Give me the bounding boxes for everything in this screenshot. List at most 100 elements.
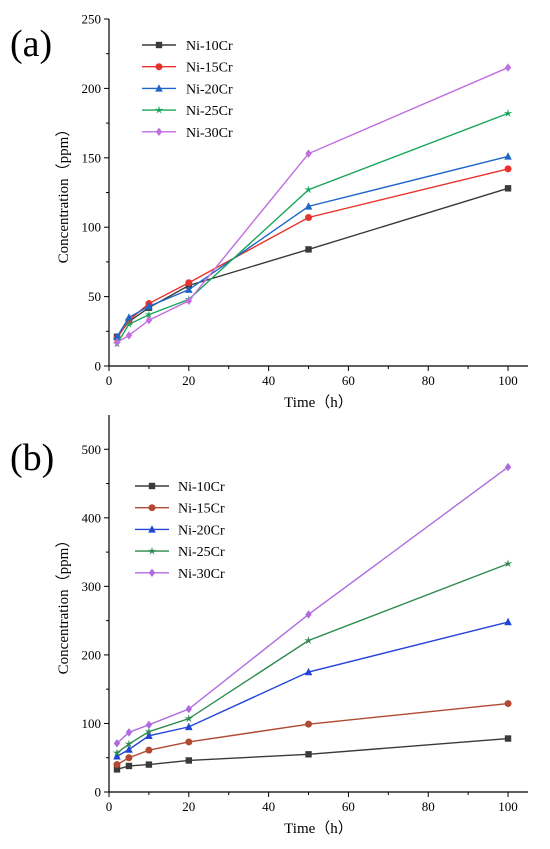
panel-b: (b) 0 20 40 60 80 100 0 100 200 300 400 500 Time（h） Co… — [10, 415, 528, 837]
y-tick-label: 100 — [82, 220, 102, 235]
data-point — [185, 757, 193, 764]
data-point — [113, 766, 121, 773]
data-point — [125, 754, 133, 762]
data-point — [305, 213, 313, 221]
y-tick-label: 0 — [95, 359, 102, 374]
data-point — [503, 108, 513, 117]
data-point — [504, 63, 512, 72]
data-point — [184, 714, 193, 723]
data-point — [113, 761, 121, 769]
y-tick-label: 500 — [82, 442, 102, 457]
x-tick-label: 80 — [422, 799, 435, 814]
panel-label: (a) — [10, 23, 52, 65]
legend-label: Ni-25Cr — [178, 545, 225, 560]
data-point — [125, 745, 133, 753]
series-line — [116, 563, 509, 754]
legend-label: Ni-20Cr — [186, 82, 233, 97]
series-line — [116, 168, 509, 339]
series-line — [116, 112, 509, 345]
legend-marker — [155, 84, 163, 92]
legend-marker — [155, 63, 163, 71]
series-line — [116, 702, 509, 766]
data-point — [185, 296, 193, 305]
data-point — [145, 315, 153, 325]
data-point — [304, 636, 313, 645]
data-point — [504, 700, 512, 708]
data-point — [113, 739, 121, 748]
legend-marker — [155, 127, 163, 136]
data-point — [145, 746, 153, 754]
legend-label: Ni-10Cr — [178, 480, 225, 495]
series-line — [116, 466, 509, 744]
legend-label: Ni-15Cr — [178, 502, 225, 517]
x-tick-label: 40 — [262, 373, 275, 388]
y-axis-title: Concentration（ppm） — [55, 122, 72, 264]
legend-label: Ni-25Cr — [186, 104, 233, 119]
y-tick-label: 150 — [82, 150, 102, 165]
legend-marker — [148, 525, 156, 533]
x-tick-label: 80 — [422, 373, 435, 388]
x-tick-label: 20 — [182, 373, 195, 388]
series-line — [116, 187, 509, 338]
legend-label: Ni-30Cr — [186, 126, 233, 141]
data-point — [185, 279, 193, 287]
data-point — [145, 302, 153, 310]
data-point — [304, 202, 313, 210]
y-tick-label: 0 — [95, 785, 102, 800]
data-point — [504, 185, 512, 192]
x-tick-label: 100 — [498, 799, 518, 814]
y-tick-label: 400 — [82, 510, 102, 525]
legend-marker — [148, 482, 156, 490]
legend-marker — [148, 568, 156, 577]
data-point — [503, 559, 513, 568]
data-point — [112, 748, 122, 757]
x-tick-label: 0 — [106, 799, 113, 814]
data-point — [504, 617, 512, 626]
data-point — [504, 462, 512, 472]
legend-label: Ni-20Cr — [178, 523, 225, 538]
series-line — [116, 737, 509, 771]
x-axis-title: Time（h） — [284, 820, 353, 837]
data-point — [305, 246, 312, 253]
x-tick-label: 60 — [342, 373, 355, 388]
data-point — [305, 720, 313, 728]
data-point — [125, 331, 133, 340]
data-point — [185, 722, 193, 731]
y-tick-label: 200 — [82, 647, 102, 662]
data-point — [305, 751, 312, 758]
data-point — [185, 738, 193, 746]
data-point — [504, 735, 512, 742]
legend-marker — [147, 546, 157, 555]
data-point — [125, 762, 133, 770]
data-point — [305, 149, 312, 158]
data-point — [504, 165, 512, 173]
data-point — [124, 319, 134, 328]
data-point — [185, 704, 193, 714]
data-point — [113, 338, 121, 347]
panel-label: (b) — [10, 437, 54, 479]
data-point — [145, 761, 153, 768]
x-tick-label: 20 — [182, 799, 195, 814]
x-axis-title: Time（h） — [284, 394, 353, 411]
data-point — [504, 152, 512, 160]
data-point — [144, 727, 154, 736]
data-point — [145, 731, 153, 739]
data-point — [145, 720, 153, 730]
legend-label: Ni-30Cr — [178, 567, 225, 582]
y-tick-label: 100 — [82, 716, 102, 731]
y-axis-title: Concentration（ppm） — [55, 533, 72, 675]
series-line — [116, 621, 509, 757]
legend-marker — [154, 105, 164, 114]
legend-marker — [155, 41, 163, 49]
data-point — [304, 667, 313, 676]
data-point — [125, 313, 133, 321]
legend-marker — [148, 504, 156, 512]
x-tick-label: 60 — [342, 799, 355, 814]
series-line — [116, 155, 509, 338]
y-tick-label: 200 — [82, 81, 102, 96]
data-point — [124, 739, 134, 748]
data-point — [113, 332, 121, 341]
panel-a: (a) 0 20 40 60 80 100 0 50 100 150 200 250 Time（h） Con… — [10, 12, 528, 411]
data-point — [125, 728, 133, 737]
